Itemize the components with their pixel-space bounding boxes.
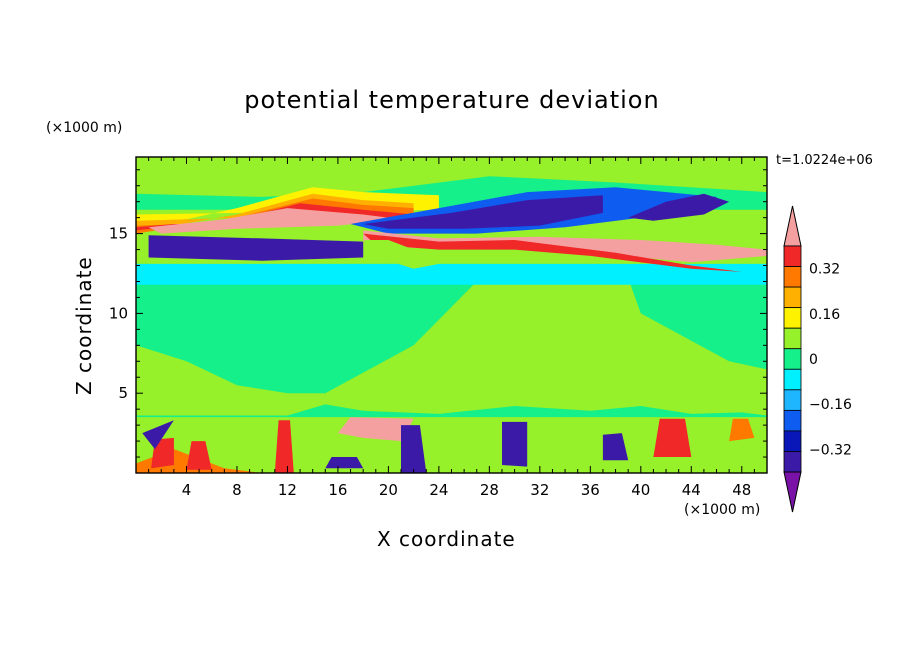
y-tick-label: 5: [118, 384, 128, 402]
time-label: t=1.0224e+06: [776, 153, 873, 168]
colorbar-swatch: [783, 307, 802, 329]
y-tick-label: 10: [109, 304, 128, 322]
x-tick-label: 24: [429, 481, 448, 499]
x-axis: 4 8 12 16 20 24 28 32 36 40 44 48: [148, 157, 755, 499]
colorbar-swatch: [783, 327, 802, 350]
x-tick-label: 48: [732, 481, 751, 499]
y-tick-label: 15: [109, 225, 128, 243]
colorbar-tick-label: 0.32: [809, 262, 840, 278]
x-tick-label: 40: [631, 481, 650, 499]
colorbar-tick-label: −0.16: [809, 397, 852, 413]
x-tick-label: 12: [278, 481, 297, 499]
x-tick-label: 44: [682, 481, 701, 499]
contour-region-14: [363, 230, 767, 263]
y-axis: 5 10 15: [109, 169, 767, 458]
contour-region-22: [142, 420, 174, 450]
colorbar-tick-label: −0.32: [809, 442, 852, 458]
contour-region-15: [363, 233, 742, 272]
x-tick-label: 16: [328, 481, 347, 499]
contour-region-0: [136, 157, 767, 473]
contour-region-9: [148, 208, 401, 234]
colorbar-swatch: [783, 266, 802, 288]
contour-region-3: [136, 263, 767, 285]
contour-region-19: [337, 417, 414, 442]
x-tick-label: 4: [182, 481, 192, 499]
colorbar-tick-label: 0.16: [809, 307, 840, 323]
y-axis-unit-label: (×1000 m): [46, 120, 123, 136]
contour-fill-layer: [136, 157, 767, 473]
x-tick-label: 20: [379, 481, 398, 499]
contour-region-25: [274, 420, 294, 473]
colorbar-tick-label: 0: [809, 352, 818, 368]
contour-region-1: [136, 278, 767, 394]
contour-region-20: [401, 425, 427, 473]
x-tick-label: 32: [530, 481, 549, 499]
colorbar-swatch: [783, 389, 802, 411]
x-axis-label: X coordinate: [377, 527, 516, 551]
colorbar-swatch: [783, 286, 802, 309]
contour-region-28: [729, 418, 755, 442]
contour-region-12: [628, 193, 730, 221]
colorbar-extend-min: [783, 471, 802, 513]
contour-region-23: [602, 433, 629, 461]
contour-region-26: [653, 418, 692, 457]
contour-region-21: [502, 421, 528, 467]
x-axis-unit-label: (×1000 m): [684, 502, 761, 518]
x-tick-label: 28: [480, 481, 499, 499]
contour-region-27: [186, 441, 212, 470]
contour-region-2: [136, 404, 767, 418]
colorbar-swatch: [783, 409, 802, 432]
contour-region-16: [363, 240, 439, 269]
x-tick-label: 36: [581, 481, 600, 499]
colorbar-swatch: [783, 368, 802, 391]
colorbar-extend-max: [783, 205, 802, 247]
contour-region-11: [363, 195, 603, 229]
colorbar-swatch: [783, 348, 802, 370]
chart-title: potential temperature deviation: [244, 86, 660, 114]
contour-region-24: [325, 457, 364, 469]
colorbar-swatch: [783, 245, 802, 267]
colorbar-swatch: [783, 451, 802, 473]
contour-region-13: [148, 235, 364, 261]
colorbar: −0.32 −0.16 0 0.16 0.32: [783, 205, 852, 513]
x-tick-label: 8: [232, 481, 242, 499]
colorbar-swatch: [783, 430, 802, 452]
